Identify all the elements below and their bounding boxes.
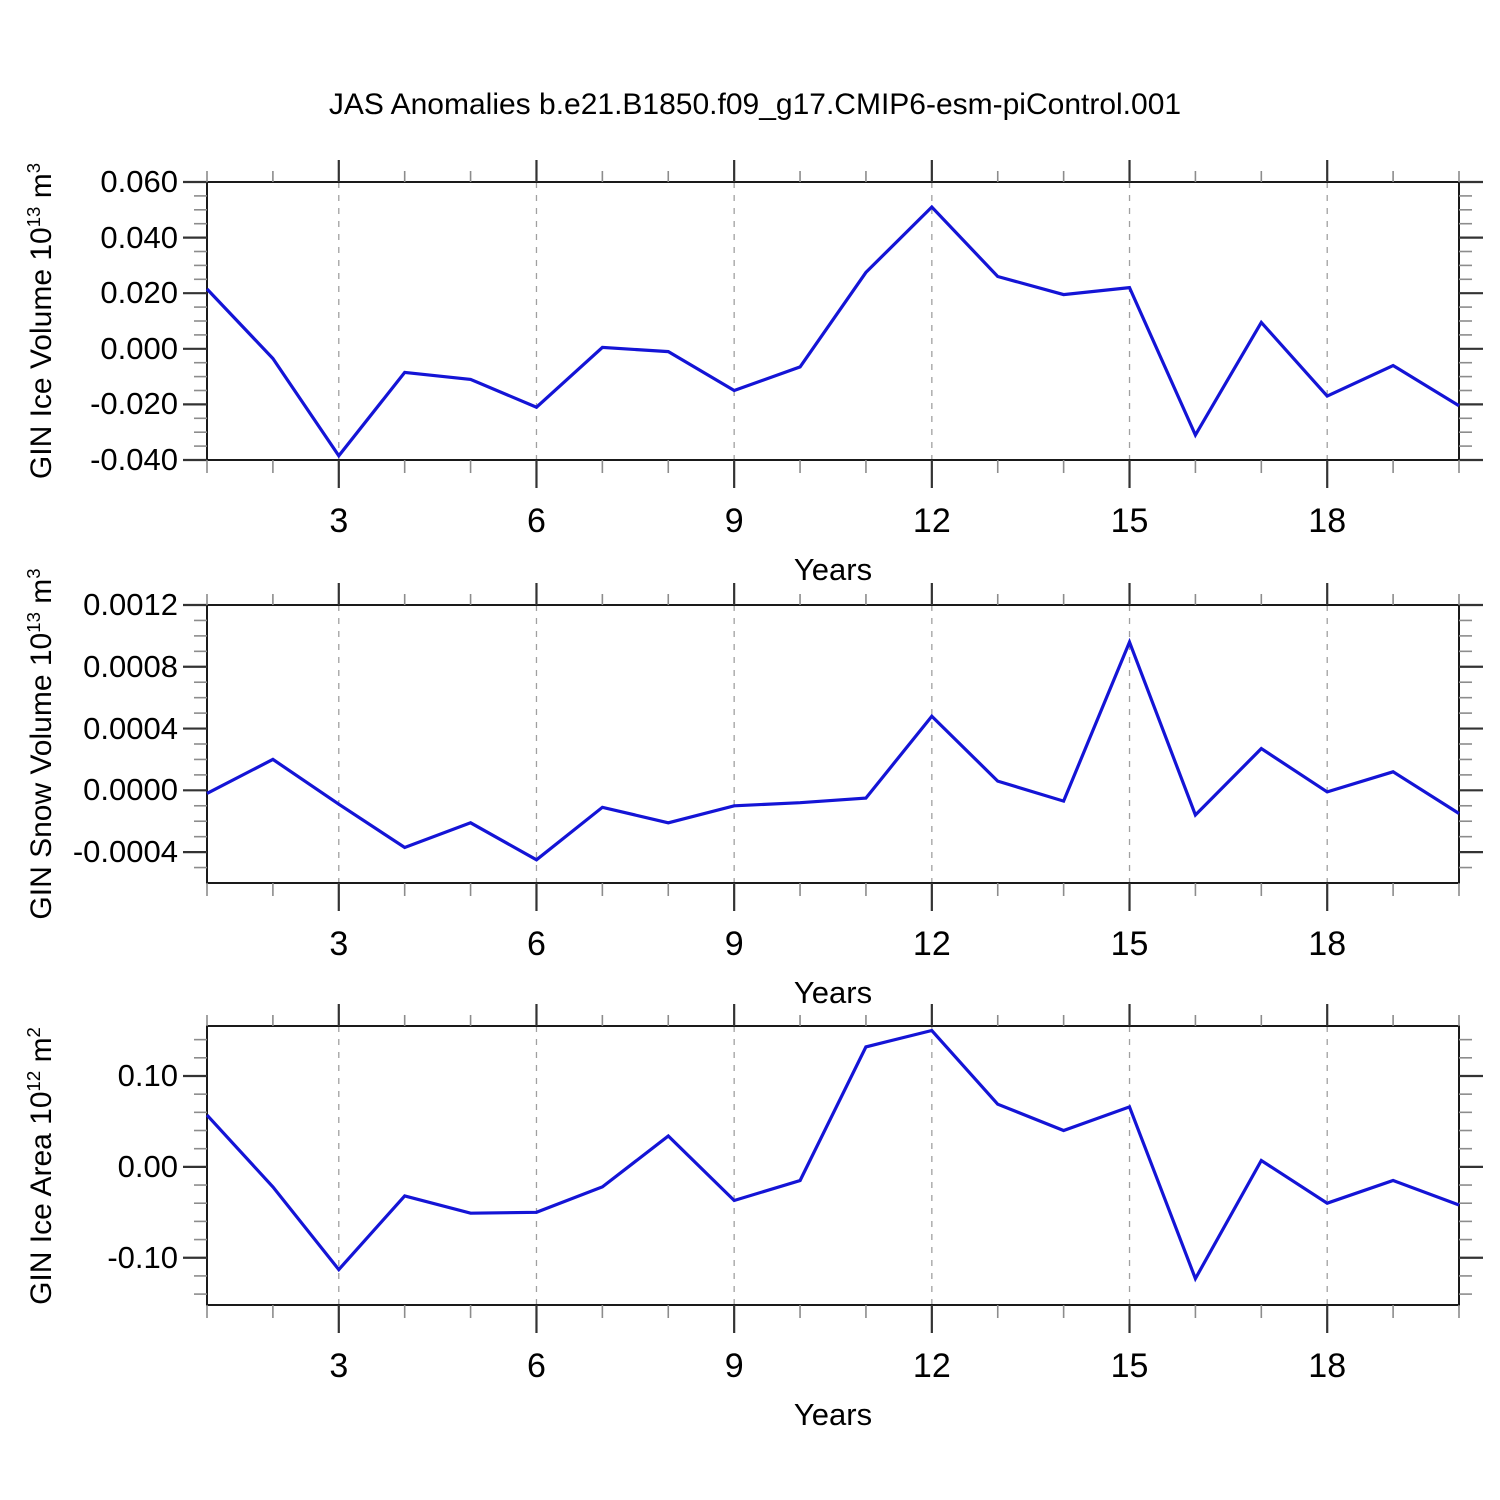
y-axis-title-gin-ice-area: GIN Ice Area 1012 m2 (22, 1026, 58, 1305)
y-tick-label: -0.0004 (72, 834, 178, 870)
x-axis-title: Years (793, 552, 873, 587)
panel-frame-gin-ice-area (206, 1025, 1460, 1306)
x-axis-title: Years (793, 975, 873, 1010)
x-tick-label: 15 (1110, 502, 1149, 540)
y-tick-label: 0.0012 (83, 587, 178, 622)
x-tick-label: 15 (1110, 1347, 1149, 1385)
x-axis-title: Years (793, 1397, 873, 1432)
x-tick-label: 9 (724, 925, 744, 963)
y-tick-label: 0.10 (117, 1057, 178, 1093)
y-tick-label: 0.000 (100, 330, 178, 366)
series-line-gin-ice-area (205, 1028, 1460, 1283)
x-tick-label: 6 (527, 925, 546, 963)
x-tick-label: 3 (329, 502, 349, 540)
x-tick-label: 3 (329, 1347, 349, 1385)
y-tick-label: 0.060 (100, 164, 178, 199)
x-tick-label: 12 (912, 925, 951, 963)
y-tick-label: -0.040 (90, 442, 178, 477)
x-tick-label: 9 (724, 1347, 744, 1385)
y-tick-label: 0.0008 (83, 648, 178, 684)
series-line-gin-ice-volume (205, 204, 1460, 459)
y-tick-label: 0.0004 (83, 710, 178, 746)
x-tick-label: 18 (1308, 1347, 1347, 1385)
figure-title: JAS Anomalies b.e21.B1850.f09_g17.CMIP6-… (328, 88, 1182, 121)
x-tick-label: 9 (724, 502, 744, 540)
x-tick-label: 6 (527, 502, 546, 540)
x-tick-label: 6 (527, 1347, 546, 1385)
y-tick-label: 0.0000 (83, 772, 178, 808)
x-tick-label: 12 (912, 502, 951, 540)
series-line-gin-snow-volume (206, 637, 1460, 862)
y-tick-label: 0.00 (117, 1148, 178, 1184)
x-tick-label: 18 (1308, 502, 1347, 540)
x-tick-label: 12 (912, 1347, 951, 1385)
x-tick-label: 18 (1308, 925, 1347, 963)
y-axis-title-gin-ice-volume: GIN Ice Volume 1013 m3 (22, 162, 58, 480)
y-axis-title-gin-snow-volume: GIN Snow Volume 1013 m3 (22, 568, 58, 920)
x-tick-label: 3 (329, 925, 349, 963)
y-tick-label: -0.10 (107, 1239, 178, 1275)
x-tick-label: 15 (1110, 925, 1149, 963)
y-tick-label: 0.040 (100, 219, 178, 255)
y-tick-label: 0.020 (100, 275, 178, 311)
y-tick-label: -0.020 (90, 386, 178, 422)
